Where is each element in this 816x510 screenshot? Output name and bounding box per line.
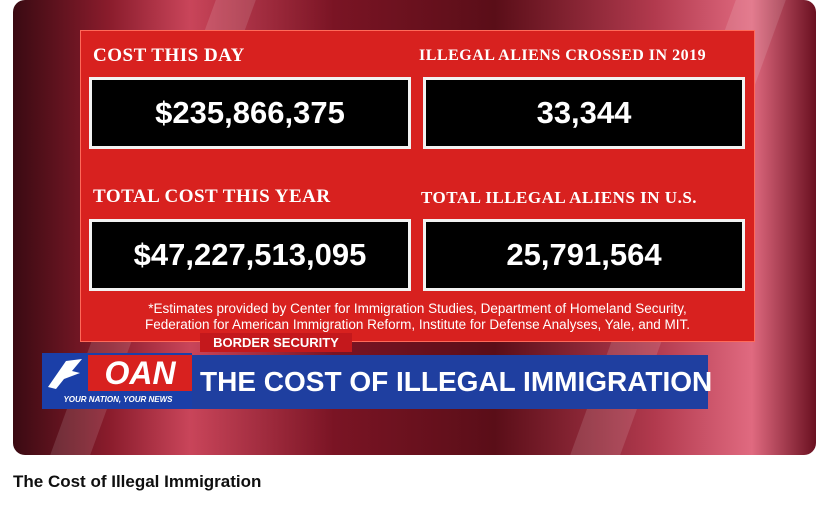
topic-tag: BORDER SECURITY bbox=[200, 333, 352, 352]
footnote: *Estimates provided by Center for Immigr… bbox=[148, 301, 687, 316]
stat-value: $47,227,513,095 bbox=[89, 219, 411, 291]
stats-panel: COST THIS DAY ILLEGAL ALIENS CROSSED IN … bbox=[80, 30, 755, 342]
headline-banner: THE COST OF ILLEGAL IMMIGRATION bbox=[192, 355, 712, 409]
footnote: Federation for American Immigration Refo… bbox=[145, 317, 690, 332]
eagle-icon bbox=[48, 359, 82, 389]
stat-label: COST THIS DAY bbox=[93, 45, 245, 66]
stat-value: 33,344 bbox=[423, 77, 745, 149]
stat-label: TOTAL ILLEGAL ALIENS IN U.S. bbox=[421, 188, 698, 207]
stat-label: ILLEGAL ALIENS CROSSED IN 2019 bbox=[419, 47, 707, 64]
stat-value: $235,866,375 bbox=[89, 77, 411, 149]
logo-tagline: YOUR NATION, YOUR NEWS bbox=[63, 395, 173, 404]
stat-label: TOTAL COST THIS YEAR bbox=[93, 186, 331, 207]
video-player[interactable]: COST THIS DAY ILLEGAL ALIENS CROSSED IN … bbox=[13, 0, 816, 455]
stat-value: 25,791,564 bbox=[423, 219, 745, 291]
video-title[interactable]: The Cost of Illegal Immigration bbox=[13, 472, 262, 491]
channel-logo: OAN YOUR NATION, YOUR NEWS bbox=[42, 353, 192, 409]
logo-text: OAN bbox=[88, 355, 192, 391]
